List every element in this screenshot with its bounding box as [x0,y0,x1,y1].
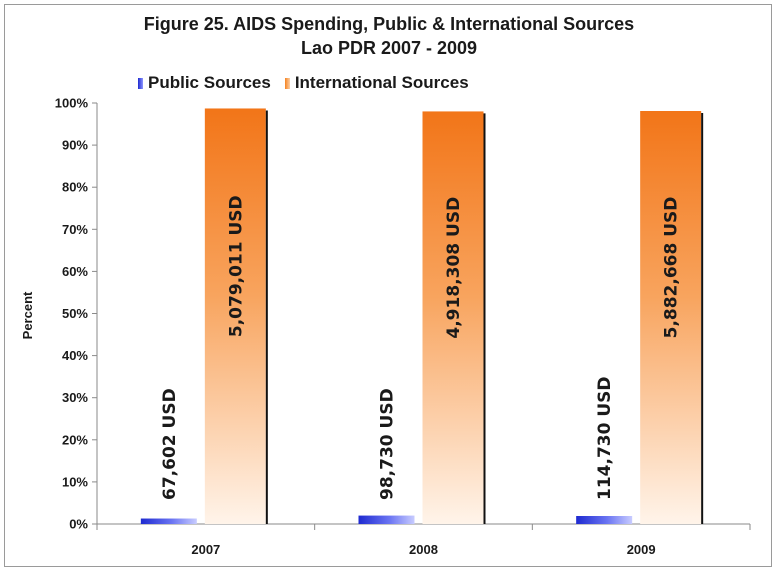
chart-title-block: Figure 25. AIDS Spending, Public & Inter… [0,12,778,60]
y-tick-label: 100% [55,96,89,111]
chart-subtitle: Lao PDR 2007 - 2009 [300,38,478,58]
x-tick-label: 2007 [191,542,220,557]
y-tick-label: 60% [62,264,88,279]
legend-label-public: Public Sources [148,73,271,92]
y-tick-label: 90% [62,138,88,153]
y-tick-label: 50% [62,306,88,321]
y-axis-title: Percent [20,291,35,339]
y-tick-label: 70% [62,222,88,237]
legend-swatch-international [284,77,290,89]
bar-public-2007 [140,518,197,524]
x-tick-label: 2008 [409,542,438,557]
y-tick-label: 80% [62,180,88,195]
chart-title: Figure 25. AIDS Spending, Public & Inter… [143,14,635,34]
legend-label-international: International Sources [294,73,469,92]
data-label-international-2008: 4,918,308 USD [444,197,464,339]
legend-item-international: International Sources [284,73,469,93]
data-label-public-2007: 67,602 USD [160,388,180,500]
data-label-public-2009: 114,730 USD [595,376,615,500]
y-tick-label: 30% [62,390,88,405]
legend: Public Sources International Sources [138,71,469,95]
y-tick-label: 0% [69,517,88,532]
bar-international-2007 [204,108,266,525]
y-tick-label: 10% [62,474,88,489]
y-tick-label: 40% [62,348,88,363]
bar-public-2008 [358,515,415,524]
x-tick-label: 2009 [627,542,656,557]
bar-international-2008 [422,111,484,525]
data-label-international-2007: 5,079,011 USD [226,195,246,337]
legend-item-public: Public Sources [138,73,271,93]
data-label-international-2009: 5,882,668 USD [662,197,682,339]
data-label-public-2008: 98,730 USD [378,388,398,500]
bar-public-2009 [576,516,633,524]
legend-swatch-public [138,77,143,89]
bar-international-2009 [640,110,702,525]
y-tick-label: 20% [62,432,88,447]
